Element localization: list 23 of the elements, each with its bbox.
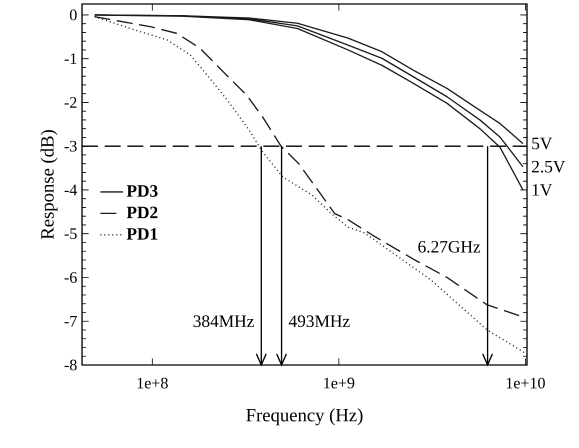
ref-line-label: 493MHz bbox=[288, 315, 350, 328]
legend-label: PD1 bbox=[126, 228, 158, 240]
ref-line-label: 6.27GHz bbox=[418, 240, 480, 253]
y-tick-label: -1 bbox=[64, 53, 76, 64]
y-tick-label: -5 bbox=[64, 228, 77, 240]
x-tick-label: 1e+10 bbox=[506, 378, 545, 388]
x-tick-label: 1e+9 bbox=[324, 378, 354, 388]
legend-label: PD3 bbox=[126, 185, 158, 197]
legend-label: PD2 bbox=[126, 206, 158, 218]
y-tick-label: -3 bbox=[64, 140, 77, 152]
text: 1V bbox=[532, 184, 552, 196]
y-tick-label: -2 bbox=[64, 97, 76, 108]
x-tick-label: 1e+8 bbox=[138, 378, 168, 388]
y-tick-label: -6 bbox=[64, 272, 77, 283]
y-axis-title: Response (dB) bbox=[40, 130, 58, 240]
y-tick-label: -8 bbox=[64, 360, 77, 370]
ref-line-label: 384MHz bbox=[194, 315, 254, 328]
text: 2.5V bbox=[532, 160, 566, 173]
y-tick-label: -4 bbox=[64, 184, 78, 196]
y-tick-label: 0 bbox=[70, 10, 77, 20]
x-axis-title: Frequency (Hz) bbox=[246, 408, 363, 426]
text: 5V bbox=[532, 138, 552, 150]
y-tick-label: -7 bbox=[64, 316, 77, 326]
